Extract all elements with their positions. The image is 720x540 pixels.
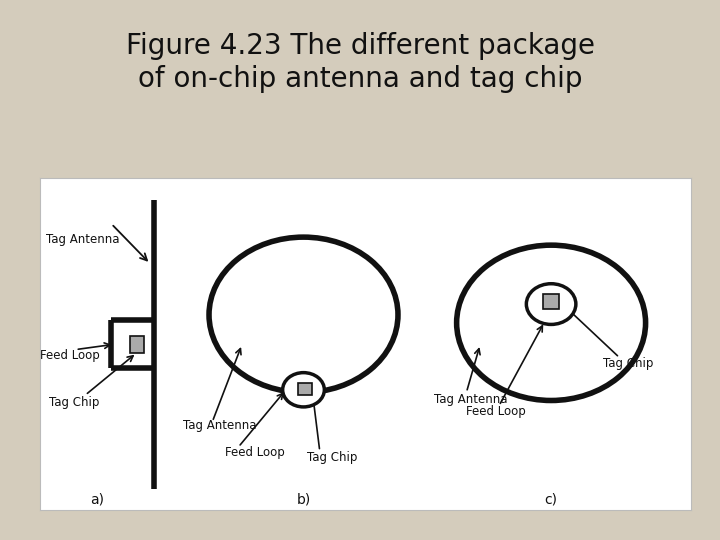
Bar (116, 324, 149, 365)
Text: Tag Antenna: Tag Antenna (434, 393, 508, 406)
Text: a): a) (90, 493, 104, 507)
Text: Tag Chip: Tag Chip (603, 357, 654, 370)
Bar (297, 383, 312, 395)
Text: Figure 4.23 The different package
of on-chip antenna and tag chip: Figure 4.23 The different package of on-… (125, 32, 595, 92)
Bar (130, 336, 144, 353)
Text: c): c) (544, 493, 557, 507)
Text: Tag Antenna: Tag Antenna (46, 233, 120, 246)
Text: b): b) (297, 493, 310, 507)
Text: Feed Loop: Feed Loop (40, 349, 99, 362)
Text: Tag Chip: Tag Chip (50, 396, 100, 409)
Text: Tag Chip: Tag Chip (307, 451, 357, 464)
Text: Feed Loop: Feed Loop (467, 405, 526, 418)
Text: Feed Loop: Feed Loop (225, 446, 285, 458)
Bar (544, 294, 559, 309)
Circle shape (526, 284, 576, 325)
Circle shape (456, 245, 646, 401)
Circle shape (209, 237, 398, 393)
Text: Tag Antenna: Tag Antenna (183, 419, 256, 432)
Circle shape (283, 373, 324, 407)
